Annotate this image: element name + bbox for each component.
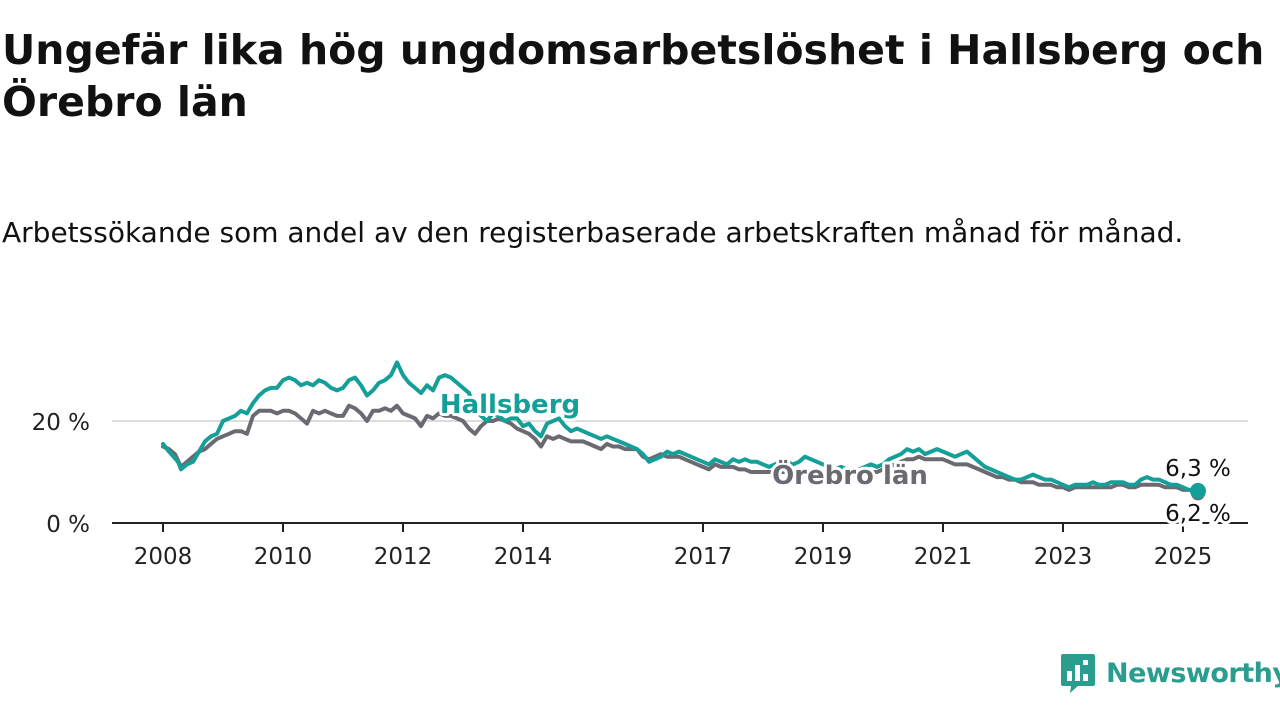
series-line-hallsberg <box>161 360 1200 493</box>
grid-layer <box>112 420 1248 532</box>
x-tick-label: 2008 <box>134 544 193 570</box>
chart-subtitle: Arbetssökande som andel av den registerb… <box>2 216 1184 249</box>
newsworthy-logo: Newsworthy <box>1060 652 1280 694</box>
x-tick-label: 2019 <box>794 544 853 570</box>
end-label-orebro-lan: 6,2 % <box>1165 501 1231 527</box>
chart-title: Ungefär lika hög ungdomsarbetslöshet i H… <box>2 26 1265 126</box>
end-label-hallsberg: 6,3 % <box>1165 456 1231 482</box>
series-lines <box>161 360 1206 501</box>
series-label-orebro-lan: Örebro län <box>772 458 928 491</box>
x-tick-label: 2021 <box>914 544 973 570</box>
x-tick-label: 2014 <box>494 544 553 570</box>
series-label-hallsberg: Hallsberg <box>440 390 580 420</box>
newsworthy-logo-icon <box>1061 654 1095 693</box>
y-tick-label: 0 % <box>46 512 90 538</box>
x-tick-label: 2025 <box>1154 544 1213 570</box>
x-tick-label: 2012 <box>374 544 433 570</box>
y-tick-label: 20 % <box>32 410 90 436</box>
line-chart: 0 % 20 % 2008 2010 2012 2014 2017 2019 2021 2023 2… <box>32 360 1248 570</box>
series-line-orebro-lan <box>161 403 1200 494</box>
chart-labels: 0 % 20 % 2008 2010 2012 2014 2017 2019 2021 2023 2… <box>32 387 1234 570</box>
x-tick-label: 2010 <box>254 544 313 570</box>
x-tick-label: 2017 <box>674 544 733 570</box>
x-tick-label: 2023 <box>1034 544 1093 570</box>
newsworthy-wordmark: Newsworthy <box>1106 657 1280 689</box>
end-point-hallsberg <box>1190 482 1206 499</box>
